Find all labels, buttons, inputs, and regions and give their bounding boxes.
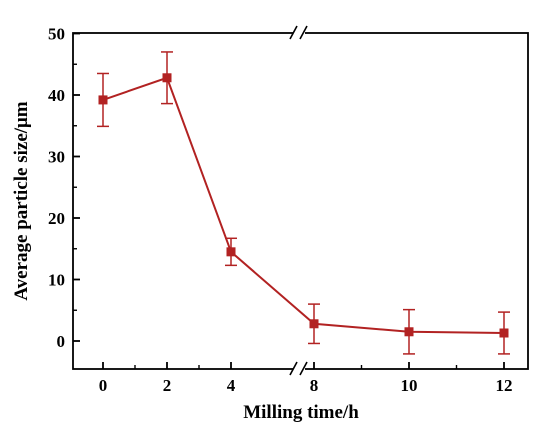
data-point-marker	[499, 328, 509, 338]
x-axis-title: Milling time/h	[243, 402, 359, 423]
axis-ticks	[73, 32, 505, 369]
y-tick-label: 40	[48, 86, 65, 105]
plot-frame	[72, 32, 529, 370]
data-point-marker	[98, 95, 108, 105]
y-axis-title: Average particle size/μm	[11, 101, 32, 300]
x-tick-label: 10	[401, 376, 418, 395]
series-line	[102, 76, 505, 335]
axis-break-slash	[299, 361, 308, 376]
axis-tick-labels: 0 10 20 30 40 50 0 2 4 8 10 12	[48, 25, 513, 396]
x-axis-break-marks	[289, 25, 308, 376]
x-tick-label: 2	[163, 376, 172, 395]
axis-break-slash	[289, 25, 298, 40]
data-point-marker	[404, 327, 414, 337]
y-tick-label: 20	[48, 209, 65, 228]
data-series	[97, 51, 510, 355]
data-point-marker	[226, 247, 236, 257]
x-tick-label: 12	[496, 376, 513, 395]
x-tick-label: 8	[310, 376, 319, 395]
axis-break-slash	[299, 25, 308, 40]
plot-area-border	[72, 32, 529, 370]
axis-break-slash	[289, 361, 298, 376]
x-tick-label: 4	[227, 376, 236, 395]
axis-break-gap	[293, 366, 305, 372]
y-tick-label: 10	[48, 271, 65, 290]
y-tick-label: 30	[48, 148, 65, 167]
axis-break-gap	[293, 30, 305, 36]
data-point-marker	[309, 319, 319, 329]
data-point-marker	[162, 73, 172, 83]
x-tick-label: 0	[99, 376, 108, 395]
y-tick-label: 0	[57, 332, 66, 351]
y-tick-label: 50	[48, 25, 65, 44]
